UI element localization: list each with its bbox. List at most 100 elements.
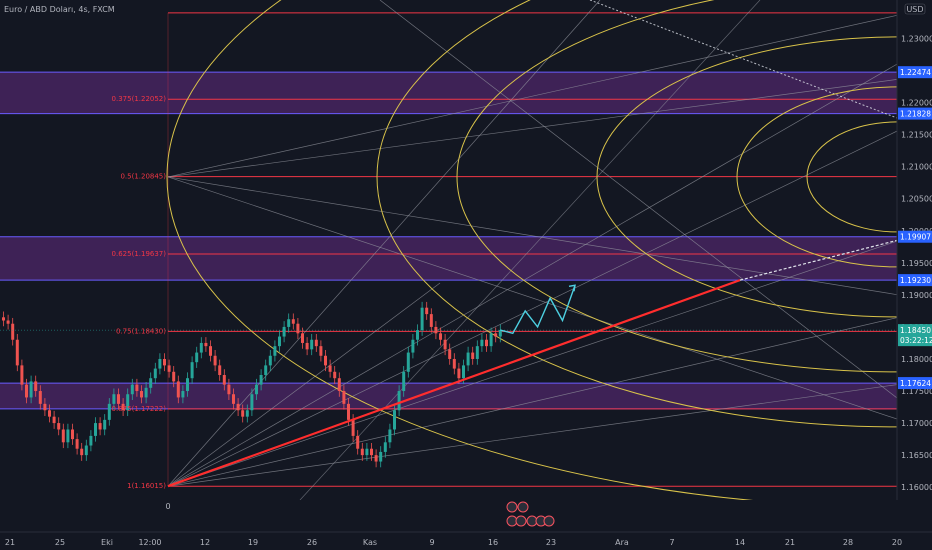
candle-body-39 <box>181 391 185 398</box>
fib-zero-label: 0 <box>165 502 170 511</box>
price-tag-0: 1.22474 <box>900 68 931 77</box>
event-marker-icon-3 <box>515 515 527 527</box>
x-tick-label-3: 12:00 <box>138 538 161 547</box>
projection-path <box>500 285 576 335</box>
candle-body-92 <box>425 307 429 315</box>
candle-body-40 <box>186 378 189 392</box>
candle-body-84 <box>388 429 392 443</box>
gann-arc-2 <box>456 0 897 373</box>
candle-body-46 <box>213 355 217 366</box>
gann-arc-1 <box>376 0 897 428</box>
candle-body-99 <box>457 368 461 379</box>
y-tick-label-0: 1.23000 <box>901 34 932 43</box>
candle-body-62 <box>287 319 291 327</box>
price-tag-3: 1.19230 <box>900 276 931 285</box>
candle-body-7 <box>34 381 38 392</box>
fib-label-1: 0.5(1.20845) <box>120 173 166 181</box>
candle-body-82 <box>379 451 383 462</box>
candle-body-18 <box>84 445 88 456</box>
candle-body-88 <box>406 352 410 372</box>
candle-body-41 <box>190 362 194 379</box>
candle-body-14 <box>66 429 70 443</box>
candle-body-6 <box>29 381 33 398</box>
candle-body-1 <box>6 320 10 324</box>
fan-line-5 <box>167 317 897 487</box>
candle-body-89 <box>411 339 415 353</box>
fan-line-0 <box>167 282 441 487</box>
candle-body-72 <box>333 371 337 379</box>
candle-body-57 <box>264 365 268 375</box>
gann-arc-4 <box>736 86 897 268</box>
current-price-label: 1.18450 <box>900 326 931 335</box>
price-tag-2: 1.19907 <box>900 233 931 242</box>
candle-body-66 <box>305 342 309 350</box>
gann-arc-5 <box>806 121 897 233</box>
fib-label-0: 0.375(1.22052) <box>112 95 167 103</box>
candle-body-60 <box>278 336 281 347</box>
x-tick-label-15: 28 <box>843 538 853 547</box>
x-tick-label-10: 23 <box>546 538 556 547</box>
x-tick-label-5: 19 <box>248 538 258 547</box>
y-tick-label-14: 1.16000 <box>901 483 932 492</box>
candle-body-30 <box>140 391 143 398</box>
price-tag-bg-0 <box>898 66 932 79</box>
fan-line-1 <box>167 0 601 487</box>
candle-body-103 <box>475 346 479 359</box>
candle-body-4 <box>20 365 24 385</box>
x-tick-label-1: 25 <box>55 538 65 547</box>
candle-body-56 <box>259 375 263 385</box>
fan-mid-line-2 <box>167 176 897 296</box>
fan-mid-line-1 <box>167 79 897 178</box>
candle-body-15 <box>71 429 74 440</box>
candle-body-93 <box>429 314 433 327</box>
candle-body-70 <box>324 355 327 366</box>
candle-body-68 <box>314 339 318 347</box>
candle-body-83 <box>383 442 387 452</box>
candle-body-33 <box>153 368 157 379</box>
currency-label: USD <box>906 5 923 14</box>
candle-body-105 <box>485 339 488 347</box>
candle-body-10 <box>48 410 51 417</box>
y-tick-label-12: 1.17000 <box>901 419 932 428</box>
candle-body-59 <box>273 346 277 356</box>
candle-body-65 <box>301 333 304 343</box>
x-tick-label-6: 26 <box>307 538 317 547</box>
event-marker-icon-1 <box>517 501 529 513</box>
candle-body-74 <box>342 391 346 404</box>
y-tick-label-5: 1.20500 <box>901 195 932 204</box>
dotted-trend-top <box>589 0 897 119</box>
candle-body-86 <box>397 391 401 411</box>
gann-arc-3 <box>596 36 897 318</box>
candle-body-53 <box>245 410 249 417</box>
candle-body-55 <box>255 384 258 395</box>
candle-body-102 <box>471 352 475 359</box>
fan-line-6 <box>167 384 897 487</box>
x-tick-label-0: 21 <box>5 538 15 547</box>
candle-body-51 <box>236 403 240 411</box>
candle-body-8 <box>38 391 42 404</box>
candle-body-64 <box>296 323 300 334</box>
x-tick-label-14: 21 <box>785 538 795 547</box>
x-tick-label-13: 14 <box>735 538 745 547</box>
currency-box <box>904 3 926 15</box>
price-tag-4: 1.17624 <box>900 379 931 388</box>
candle-body-81 <box>374 455 378 462</box>
price-tag-bg-3 <box>898 274 932 287</box>
candle-body-73 <box>337 378 341 392</box>
candle-body-20 <box>94 423 97 436</box>
candle-body-37 <box>172 371 176 382</box>
candle-body-87 <box>402 371 406 392</box>
x-tick-label-16: 20 <box>892 538 902 547</box>
candle-body-13 <box>61 429 65 443</box>
candle-body-63 <box>291 319 295 324</box>
fib-label-5: 1(1.16015) <box>127 482 166 490</box>
y-tick-label-3: 1.21500 <box>901 131 932 140</box>
candle-body-52 <box>241 410 245 417</box>
current-price-tag-bg <box>898 324 932 347</box>
fan-mid-line-3 <box>167 176 897 420</box>
event-markers <box>506 501 555 527</box>
candle-body-0 <box>2 317 5 321</box>
fan-mid-line-0 <box>167 14 897 178</box>
candle-body-3 <box>15 339 19 366</box>
